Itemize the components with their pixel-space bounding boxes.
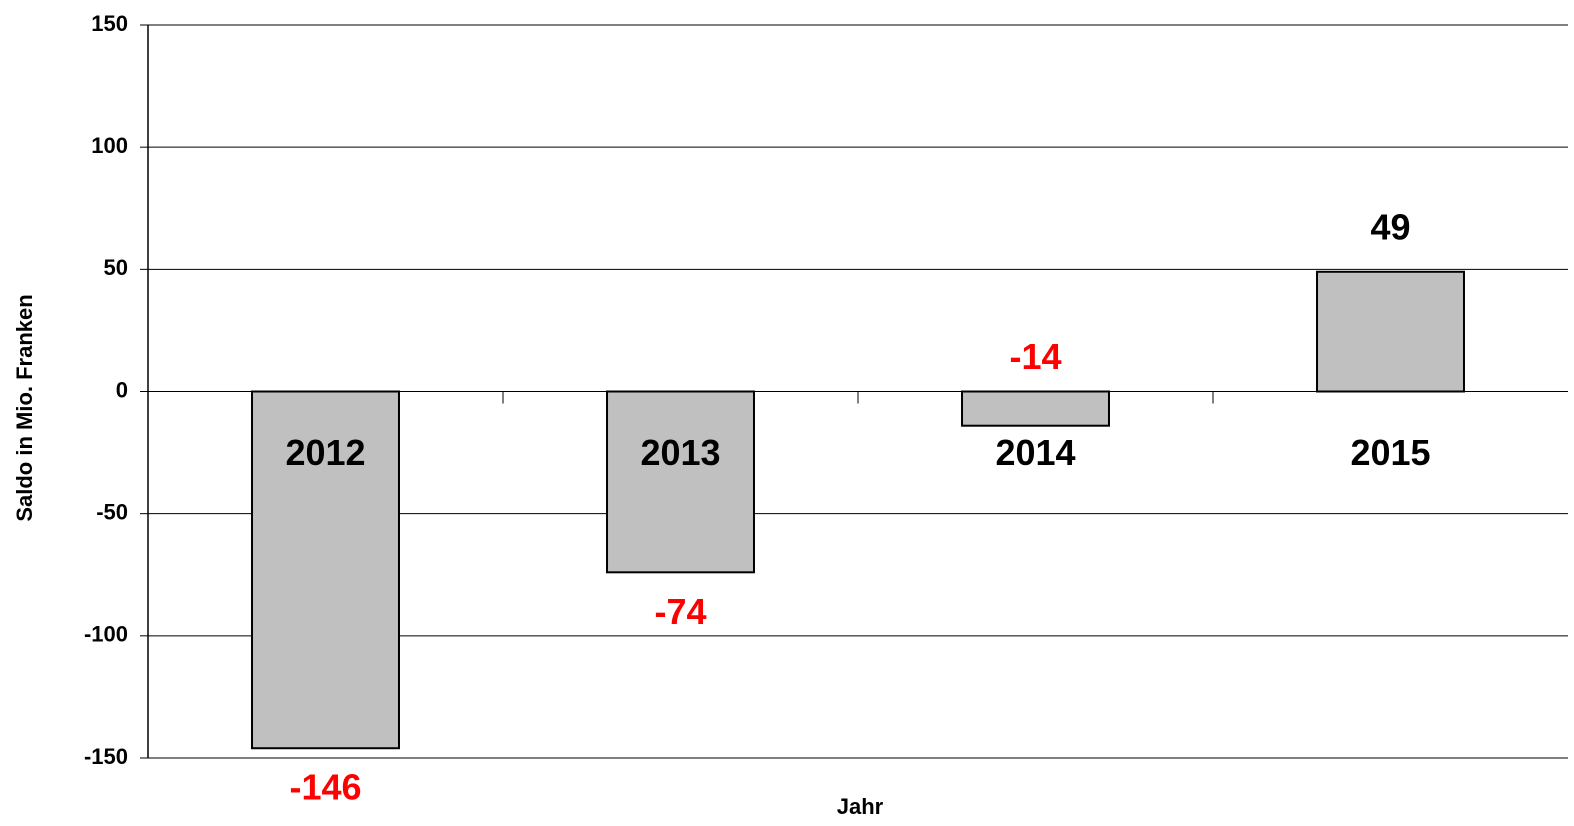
bar bbox=[961, 390, 1110, 427]
category-label: 2015 bbox=[1350, 432, 1430, 473]
bar bbox=[606, 390, 755, 574]
y-tick-label: 50 bbox=[104, 255, 128, 280]
category-label: 2014 bbox=[995, 432, 1075, 473]
y-tick-label: -100 bbox=[84, 622, 128, 647]
x-axis-label: Jahr bbox=[837, 794, 884, 819]
category-label: 2013 bbox=[640, 432, 720, 473]
y-tick-label: -50 bbox=[96, 499, 128, 524]
y-tick-label: 150 bbox=[91, 11, 128, 36]
y-tick-label: -150 bbox=[84, 744, 128, 769]
bar bbox=[251, 390, 400, 750]
data-label: -74 bbox=[654, 591, 706, 632]
data-label: -146 bbox=[289, 767, 361, 808]
bar bbox=[1316, 270, 1465, 393]
data-label: -14 bbox=[1009, 336, 1061, 377]
y-tick-label: 0 bbox=[116, 377, 128, 402]
y-tick-label: 100 bbox=[91, 133, 128, 158]
data-label: 49 bbox=[1370, 206, 1410, 247]
category-label: 2012 bbox=[285, 432, 365, 473]
y-axis-label: Saldo in Mio. Franken bbox=[12, 294, 37, 521]
